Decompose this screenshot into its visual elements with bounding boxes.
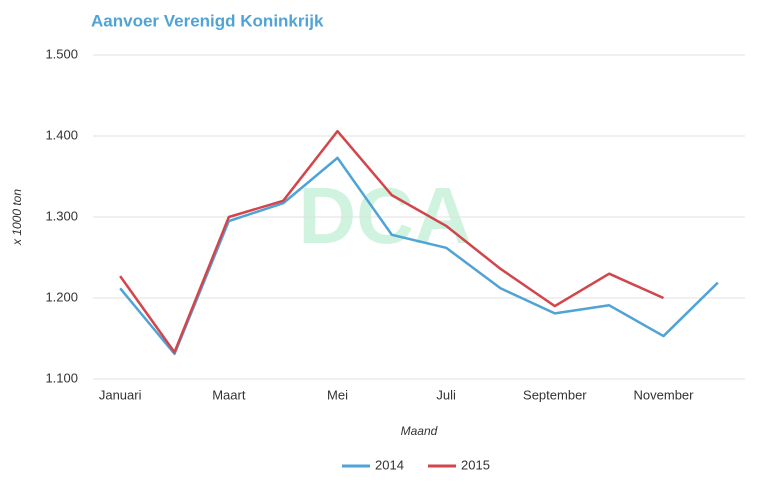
x-tick-label: November — [634, 387, 695, 402]
legend-label: 2015 — [461, 457, 490, 472]
y-tick-label: 1.500 — [45, 46, 78, 61]
y-tick-label: 1.200 — [45, 289, 78, 304]
x-tick-label: Maart — [212, 387, 246, 402]
y-tick-label: 1.400 — [45, 127, 78, 142]
series-line — [119, 156, 719, 356]
series-line — [119, 129, 665, 354]
x-axis-label: Maand — [401, 424, 438, 438]
x-tick-label: Juli — [436, 387, 456, 402]
y-tick-label: 1.300 — [45, 208, 78, 223]
legend-label: 2014 — [375, 457, 404, 472]
x-tick-label: Januari — [99, 387, 142, 402]
y-tick-label: 1.100 — [45, 370, 78, 385]
y-axis-label: x 1000 ton — [10, 189, 24, 246]
x-tick-label: September — [523, 387, 587, 402]
chart-title: Aanvoer Verenigd Koninkrijk — [91, 11, 324, 30]
x-tick-label: Mei — [327, 387, 348, 402]
